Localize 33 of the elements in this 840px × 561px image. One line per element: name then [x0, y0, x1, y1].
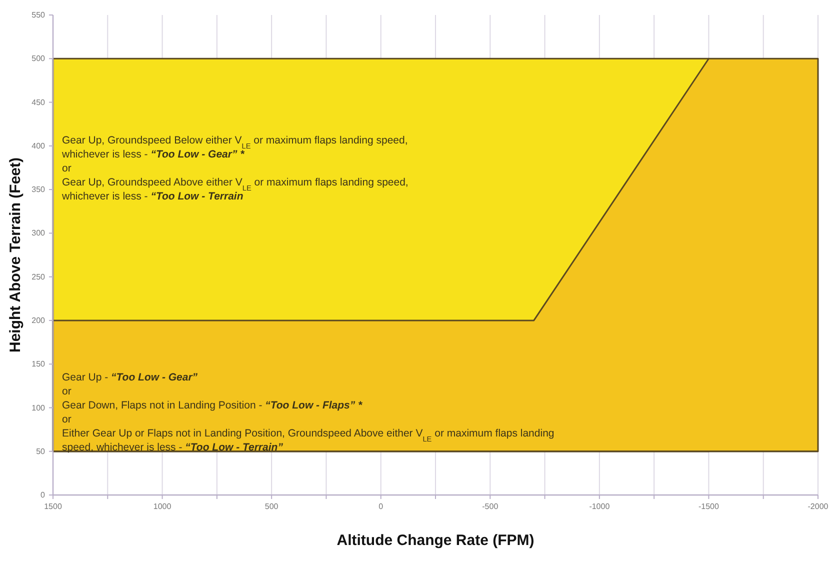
y-tick-label: 550 [32, 10, 46, 20]
annotation: Gear Up, Groundspeed Below either V$_{LE}$ or maximum flaps landing speed, [62, 134, 408, 150]
y-tick-label: 200 [32, 316, 46, 326]
x-tick-label: -1000 [589, 502, 610, 511]
y-tick-label: 450 [32, 98, 46, 107]
x-tick-label: 1500 [44, 502, 62, 511]
y-tick-label: 500 [32, 54, 46, 64]
annotation: whichever is less - “Too Low - Terrain [61, 190, 244, 202]
annotation: Gear Down, Flaps not in Landing Position - “Too Low - Flaps” * [62, 399, 364, 412]
annotation: or [62, 413, 72, 426]
x-tick-label: 0 [378, 502, 384, 511]
annotation: or [62, 162, 72, 174]
y-axis-title: Height Above Terrain (Feet) [7, 157, 24, 353]
y-tick-label: 350 [32, 185, 46, 194]
x-tick-label: -2000 [808, 502, 829, 511]
annotation: Gear Up, Groundspeed Above either V$_{LE}$ or maximum flaps landing speed, [62, 176, 408, 192]
annotation: speed, whichever is less - “Too Low - Terrain” [62, 441, 284, 454]
y-tick-label: 300 [32, 228, 46, 238]
annotation: whichever is less - “Too Low - Gear” * [61, 148, 246, 160]
y-tick-label: 0 [40, 490, 46, 500]
y-tick-label: 400 [32, 141, 46, 150]
annotation: Either Gear Up or Flaps not in Landing Position, Groundspeed Above either V$_{LE}$ or maximum flaps landing [62, 427, 554, 443]
x-tick-label: 1000 [153, 502, 172, 511]
y-tick-label: 150 [32, 360, 46, 369]
x-tick-label: 500 [264, 502, 279, 511]
y-tick-label: 250 [32, 272, 46, 282]
annotation: Gear Up - “Too Low - Gear” [62, 371, 198, 384]
x-tick-label: -1500 [698, 502, 720, 511]
annotation: or [62, 385, 72, 398]
x-axis-title: Altitude Change Rate (FPM) [336, 532, 534, 549]
y-tick-label: 50 [36, 446, 46, 456]
x-tick-label: -500 [482, 502, 499, 511]
y-tick-label: 100 [32, 403, 46, 412]
